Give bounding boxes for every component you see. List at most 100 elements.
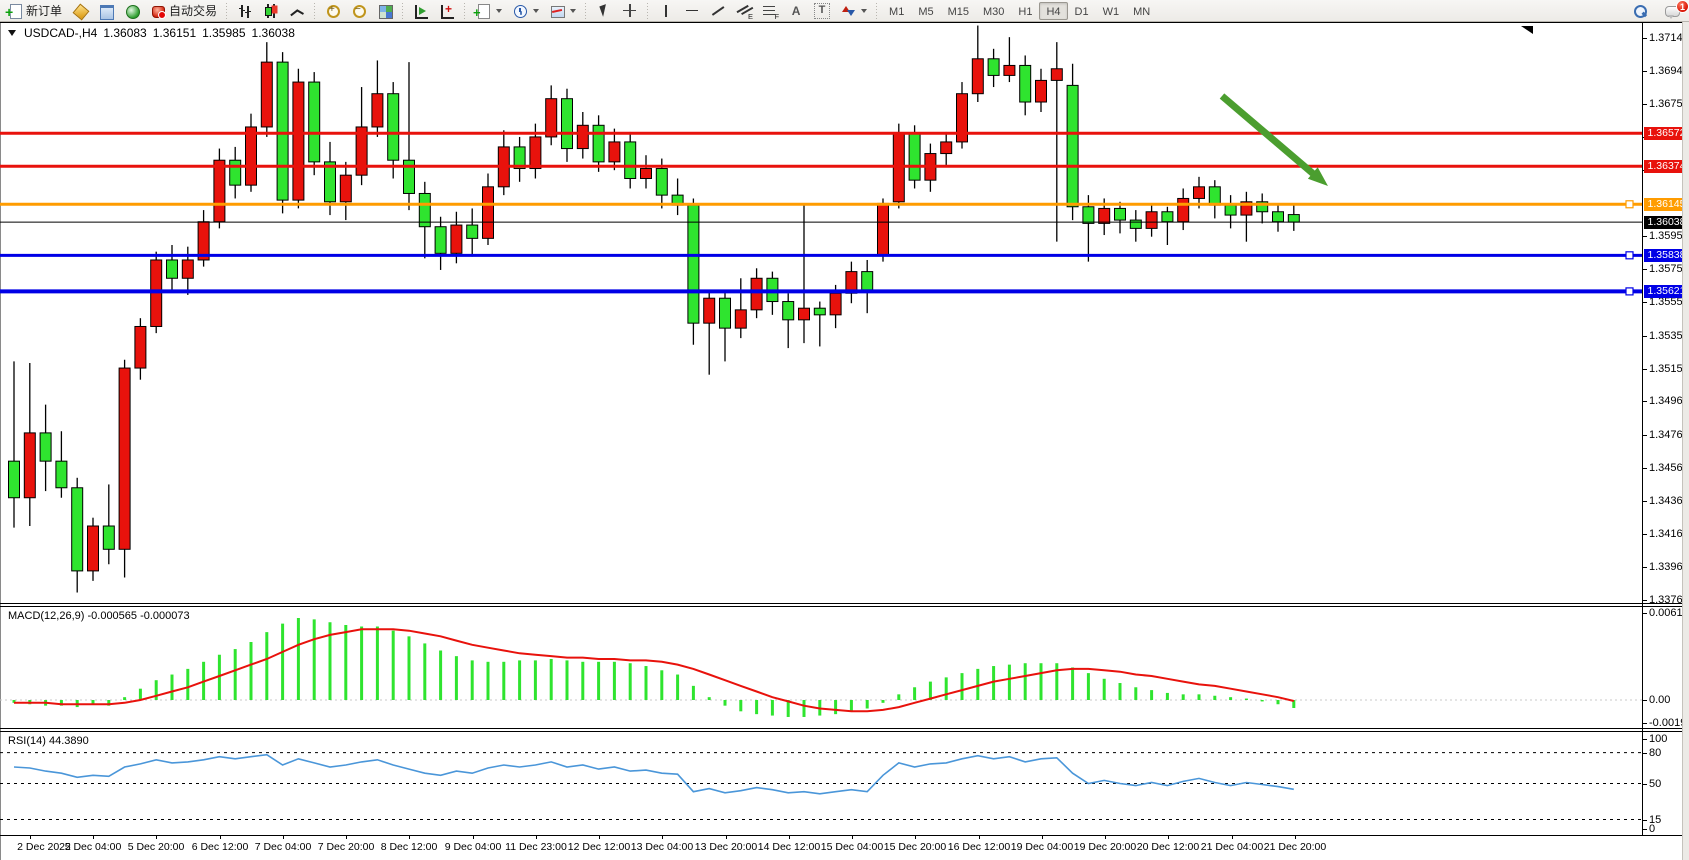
chart-top-border — [0, 22, 1689, 23]
auto-scroll-button[interactable] — [434, 1, 460, 21]
date-tick — [30, 835, 31, 839]
chart-shift-button[interactable] — [408, 1, 434, 21]
tester-icon — [124, 3, 141, 19]
timeframe-W1[interactable]: W1 — [1102, 5, 1120, 18]
candle — [466, 224, 479, 239]
candle — [1193, 186, 1205, 199]
candle — [87, 525, 99, 572]
main-panel-bottom-border — [0, 603, 1689, 604]
rsi-panel-bottom-border — [0, 835, 1689, 836]
candle — [1035, 79, 1047, 103]
candle — [1208, 186, 1221, 206]
macd-plot[interactable] — [0, 607, 1689, 728]
crosshair-icon — [622, 3, 638, 19]
date-tick — [156, 835, 157, 839]
dropdown-caret-icon — [861, 8, 868, 13]
candle — [1050, 68, 1063, 81]
date-tick — [726, 835, 727, 839]
cursor-button[interactable] — [591, 1, 617, 21]
zoom-out-button[interactable] — [346, 1, 372, 21]
auto-scroll-icon — [439, 1, 455, 19]
notifications-button[interactable]: 1 — [1659, 0, 1689, 21]
timeframe-M30[interactable]: M30 — [983, 5, 1005, 18]
text-button[interactable]: A — [783, 1, 809, 21]
text-label-button[interactable]: T — [809, 1, 835, 21]
crosshair-button[interactable] — [617, 1, 643, 21]
timeframe-D1[interactable]: D1 — [1074, 5, 1089, 18]
timeframe-M15[interactable]: M15 — [947, 5, 969, 18]
tile-windows-button[interactable] — [372, 1, 398, 21]
toolbar-group — [320, 0, 398, 22]
chart-window[interactable]: USDCAD-,H4 1.36083 1.36151 1.35985 1.360… — [0, 22, 1689, 860]
fibonacci-icon: F — [762, 3, 779, 20]
line-handle[interactable] — [1625, 200, 1634, 209]
timeframe-MN[interactable]: MN — [1133, 5, 1151, 18]
horizontal-line-button[interactable] — [679, 1, 705, 21]
timeframe-H1[interactable]: H1 — [1018, 5, 1033, 18]
ohlc-close: 1.36038 — [251, 26, 295, 40]
periods-button[interactable] — [507, 1, 544, 21]
candle — [1272, 211, 1284, 223]
toolbar-separator — [224, 2, 231, 19]
cursor-icon — [596, 3, 612, 19]
terminal-button[interactable] — [93, 1, 119, 21]
candle — [1019, 64, 1032, 103]
toolbar-right: 1 — [1627, 0, 1689, 22]
candle — [276, 61, 289, 201]
toolbar-group — [232, 0, 310, 22]
toolbar-separator — [645, 2, 652, 19]
toolbar-separator — [312, 2, 319, 19]
trend-arrow[interactable] — [1219, 93, 1320, 180]
timeframe-H4[interactable]: H4 — [1039, 1, 1068, 20]
toolbar-separator — [400, 2, 407, 19]
indicators-button[interactable] — [470, 1, 507, 21]
bar-chart-button[interactable] — [232, 1, 258, 21]
trendline-button[interactable] — [705, 1, 731, 21]
date-axis[interactable]: 2 Dec 2022 5 Dec 04:00 5 Dec 20:00 6 Dec 12… — [0, 835, 1689, 859]
charts-icon — [72, 3, 88, 19]
line-chart-button[interactable] — [284, 1, 310, 21]
macd-panel-bottom-border — [0, 728, 1689, 729]
timeframe-M5[interactable]: M5 — [918, 5, 934, 18]
line-handle[interactable] — [1625, 287, 1634, 296]
toolbar-group — [470, 0, 581, 22]
date-tick — [346, 835, 347, 839]
candle — [719, 297, 731, 329]
date-tick — [662, 835, 663, 839]
zoom-in-button[interactable] — [320, 1, 346, 21]
candle — [1161, 211, 1174, 223]
search-button[interactable] — [1627, 1, 1653, 21]
autotrading-button[interactable]: 自动交易 — [145, 1, 222, 21]
candle — [1114, 207, 1126, 221]
date-tick — [473, 835, 474, 839]
date-tick — [536, 835, 537, 839]
line-handle[interactable] — [1625, 251, 1634, 260]
new-order-button[interactable]: 新订单 — [2, 1, 67, 21]
toolbar: 新订单 自动交易 E F AT M1 M5 M15 M30 H1 H4 D1 W1 MN — [0, 0, 1689, 22]
macd-signal-value: -0.000073 — [140, 610, 190, 622]
charts-button[interactable] — [67, 1, 93, 21]
candle — [592, 124, 605, 163]
main-chart-plot[interactable] — [0, 22, 1689, 603]
candle — [940, 141, 953, 155]
templates-button[interactable] — [544, 1, 581, 21]
candlestick-button[interactable] — [258, 1, 284, 21]
dropdown-caret-icon — [533, 8, 540, 13]
date-label: 6 Dec 12:00 — [191, 841, 249, 853]
vertical-line-button[interactable] — [653, 1, 679, 21]
candle — [1003, 64, 1016, 76]
fibonacci-button[interactable]: F — [757, 1, 783, 21]
strategy-tester-button[interactable] — [119, 1, 145, 21]
scroll-end-marker-icon — [1521, 26, 1533, 34]
date-tick — [1295, 835, 1296, 839]
timeframe-M1[interactable]: M1 — [889, 5, 905, 18]
date-label: 7 Dec 04:00 — [254, 841, 312, 853]
arrows-button[interactable] — [835, 1, 872, 21]
date-label: 12 Dec 12:00 — [567, 841, 631, 853]
channel-button[interactable]: E — [731, 1, 757, 21]
rsi-plot[interactable] — [0, 732, 1689, 835]
new-order-icon — [5, 3, 23, 19]
autotrading-icon — [150, 3, 167, 19]
